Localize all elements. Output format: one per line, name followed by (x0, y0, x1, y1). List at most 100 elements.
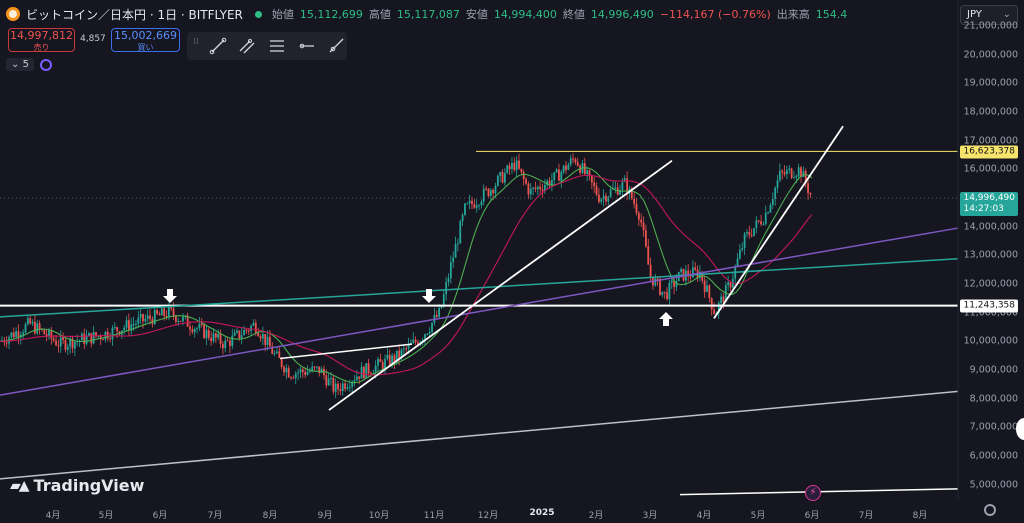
candle-body (593, 182, 596, 187)
candle-body (254, 322, 257, 333)
buy-button[interactable]: 15,002,669 買い (111, 28, 180, 52)
indicator-settings-icon[interactable] (39, 58, 52, 71)
candle-body (269, 336, 271, 347)
candle-body (788, 168, 791, 171)
buy-label: 買い (137, 43, 154, 52)
candle-body (513, 162, 516, 171)
candle-body (804, 171, 807, 184)
candle-body (407, 343, 410, 349)
channel-middle-line (0, 227, 959, 396)
chevron-down-icon: ⌄ (1002, 9, 1011, 20)
candle-body (435, 314, 438, 317)
candle-body (297, 372, 299, 374)
indicators-toggle[interactable]: ⌄ 5 (6, 58, 34, 71)
tradingview-logo[interactable]: ▰▲ TradingView (10, 476, 144, 495)
candle-body (229, 340, 231, 346)
candle-body (637, 212, 640, 220)
horizontal-ray-tool-icon[interactable] (296, 35, 318, 57)
candle-body (388, 354, 391, 366)
candle-body (102, 339, 104, 341)
candle-body (692, 267, 694, 278)
candle-body (703, 280, 706, 292)
candle-body (442, 294, 445, 307)
sell-label: 売り (33, 43, 50, 52)
down-arrow-icon (163, 289, 177, 303)
candle-body (522, 172, 525, 180)
candle-body (449, 262, 452, 279)
candle-body (778, 170, 781, 181)
candle-body (99, 336, 102, 340)
candle-body (793, 177, 795, 179)
y-axis-tick-label: 13,000,000 (963, 249, 1018, 261)
candle-body (189, 326, 191, 330)
candle-body (626, 178, 628, 194)
candle-body (207, 330, 210, 339)
candle-body (543, 185, 546, 191)
candle-body (560, 172, 563, 181)
candle-body (153, 309, 156, 325)
candle-body (750, 235, 753, 237)
candle-body (231, 335, 234, 346)
scroll-handle[interactable] (1016, 418, 1024, 440)
candle-body (511, 162, 513, 169)
candle-body (26, 318, 29, 325)
candle-body (748, 232, 751, 236)
y-axis-tick-label: 8,000,000 (969, 393, 1018, 405)
x-axis-tick-label: 6月 (152, 511, 168, 521)
x-axis-tick-label: 4月 (45, 511, 61, 521)
candle-body (605, 195, 607, 202)
parallel-channel-tool-icon[interactable] (237, 35, 259, 57)
y-axis-tick-label: 16,000,000 (963, 163, 1018, 175)
sell-button[interactable]: 14,997,812 売り (8, 28, 75, 52)
candle-body (205, 330, 208, 339)
candle-body (565, 165, 567, 170)
currency-selector[interactable]: JPY ⌄ (960, 5, 1018, 25)
candle-body (88, 333, 90, 337)
candle-body (464, 203, 466, 215)
x-axis-tick-label: 8月 (912, 511, 928, 521)
candle-body (377, 358, 379, 366)
candle-body (62, 337, 64, 340)
short-moving-average-line (0, 167, 813, 384)
symbol-title[interactable]: ビットコイン／日本円 · 1日 · BITFLYER (26, 7, 243, 22)
lightning-icon[interactable]: ⚡ (805, 485, 821, 501)
horizontal-lines-tool-icon[interactable] (266, 35, 288, 57)
candle-body (459, 221, 462, 244)
candle-body (400, 349, 403, 358)
trend-line-tool-icon[interactable] (207, 35, 229, 57)
candle-body (374, 365, 377, 374)
candle-body (29, 318, 32, 324)
candle-body (90, 333, 93, 344)
candle-body (69, 338, 72, 347)
candle-body (17, 331, 20, 338)
candle-body (299, 369, 302, 373)
candle-body (445, 282, 448, 295)
x-axis-tick-label: 12月 (477, 511, 499, 521)
candle-body (311, 366, 314, 371)
channel-upper-line (0, 257, 959, 318)
candle-body (92, 332, 95, 344)
open-label: 始値 (271, 8, 294, 21)
candle-body (266, 336, 269, 345)
candle-body (680, 268, 683, 272)
volume-label: 出来高 (776, 8, 810, 21)
candle-body (647, 246, 650, 265)
candle-body (360, 366, 363, 379)
drag-handle-icon[interactable]: ⁞⁞ (193, 37, 199, 47)
brand-name: TradingView (33, 476, 145, 495)
candle-body (290, 377, 292, 379)
candle-body (668, 282, 671, 300)
candle-body (393, 355, 396, 363)
candle-body (252, 322, 255, 326)
candle-body (438, 307, 440, 317)
candle-body (313, 366, 316, 368)
market-status-icon (254, 10, 262, 18)
candle-body (475, 205, 478, 208)
candle-body (45, 334, 48, 337)
candle-body (576, 162, 579, 166)
gear-icon[interactable] (984, 504, 996, 516)
candle-body (240, 335, 243, 339)
candle-body (280, 357, 283, 367)
ray-tool-icon[interactable] (325, 35, 347, 57)
